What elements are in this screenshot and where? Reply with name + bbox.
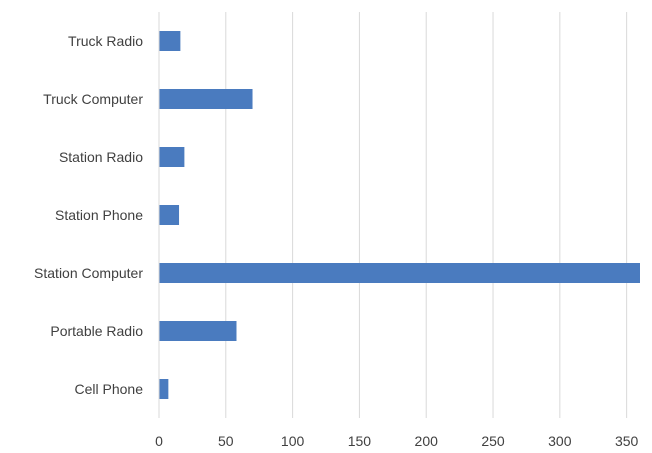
category-label: Truck Computer (43, 91, 143, 107)
category-label: Truck Radio (68, 33, 143, 49)
bar-station-radio (159, 147, 185, 167)
x-tick-label: 350 (615, 433, 639, 449)
category-label: Station Computer (34, 265, 143, 281)
category-label: Station Phone (55, 207, 143, 223)
category-label: Portable Radio (50, 323, 143, 339)
x-tick-labels: 0 50 100 150 200 250 300 350 (155, 433, 638, 449)
bar-portable-radio (159, 321, 237, 341)
gridlines (225, 12, 628, 418)
x-tick-label: 200 (415, 433, 439, 449)
bar-truck-radio (159, 31, 181, 51)
bar-cell-phone (159, 379, 169, 399)
category-labels: Truck Radio Truck Computer Station Radio St… (34, 33, 143, 397)
category-label: Station Radio (59, 149, 143, 165)
bar-truck-computer (159, 89, 253, 109)
x-tick-label: 300 (548, 433, 572, 449)
x-tick-label: 0 (155, 433, 163, 449)
x-tick-label: 150 (348, 433, 372, 449)
category-label: Cell Phone (75, 381, 144, 397)
x-tick-label: 50 (218, 433, 234, 449)
bars (159, 31, 640, 399)
bar-station-computer (159, 263, 640, 283)
x-tick-label: 100 (281, 433, 305, 449)
x-tick-label: 250 (481, 433, 505, 449)
bar-station-phone (159, 205, 180, 225)
